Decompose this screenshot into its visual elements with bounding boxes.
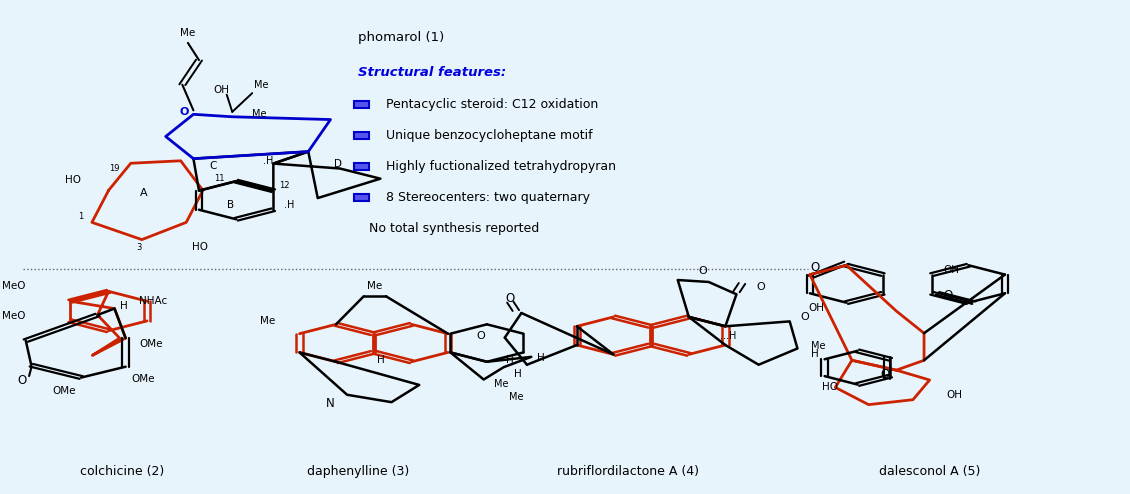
Text: OH: OH bbox=[808, 303, 824, 313]
Text: Highly fuctionalized tetrahydropyran: Highly fuctionalized tetrahydropyran bbox=[386, 160, 616, 173]
Text: 12: 12 bbox=[279, 181, 289, 190]
Text: H: H bbox=[811, 349, 818, 360]
Text: O: O bbox=[880, 368, 889, 380]
Text: MeO: MeO bbox=[2, 311, 25, 321]
Text: Me: Me bbox=[252, 109, 267, 120]
Text: B: B bbox=[227, 200, 234, 210]
Text: Me: Me bbox=[367, 282, 382, 291]
Text: O: O bbox=[801, 312, 809, 323]
Text: OH: OH bbox=[944, 265, 959, 275]
Text: H: H bbox=[537, 353, 545, 363]
Text: H: H bbox=[506, 355, 514, 365]
Text: Me: Me bbox=[494, 379, 508, 389]
Text: No total synthesis reported: No total synthesis reported bbox=[370, 222, 539, 235]
Text: .H: .H bbox=[262, 156, 273, 166]
Text: 19: 19 bbox=[110, 164, 120, 173]
Text: HO: HO bbox=[822, 382, 837, 392]
Text: H: H bbox=[514, 369, 522, 378]
Text: H: H bbox=[376, 355, 384, 365]
Text: HO: HO bbox=[192, 242, 208, 252]
Text: 3: 3 bbox=[136, 243, 141, 251]
Text: rubriflordilactone A (4): rubriflordilactone A (4) bbox=[557, 465, 698, 478]
Text: N: N bbox=[327, 397, 334, 410]
Text: O: O bbox=[756, 282, 765, 292]
Text: Structural features:: Structural features: bbox=[358, 66, 506, 79]
Text: OH: OH bbox=[214, 84, 229, 95]
Text: O: O bbox=[506, 292, 515, 305]
Text: MeO: MeO bbox=[2, 282, 25, 291]
Text: 11: 11 bbox=[215, 174, 225, 183]
Text: HO: HO bbox=[64, 175, 81, 186]
Text: Me: Me bbox=[254, 80, 269, 90]
Text: NHAc: NHAc bbox=[139, 296, 167, 306]
Text: Me: Me bbox=[508, 392, 523, 402]
Text: O: O bbox=[698, 266, 707, 276]
Text: H: H bbox=[120, 301, 128, 311]
Text: O: O bbox=[476, 331, 485, 341]
Text: Me: Me bbox=[260, 316, 275, 326]
Text: D: D bbox=[334, 159, 342, 168]
Text: O: O bbox=[811, 261, 820, 274]
Text: 8 Stereocenters: two quaternary: 8 Stereocenters: two quaternary bbox=[386, 191, 590, 204]
Text: OMe: OMe bbox=[52, 386, 76, 396]
Text: OMe: OMe bbox=[131, 374, 155, 384]
Text: .H: .H bbox=[285, 201, 295, 210]
Text: colchicine (2): colchicine (2) bbox=[80, 465, 164, 478]
Text: Me: Me bbox=[181, 28, 195, 38]
Text: 1: 1 bbox=[78, 212, 84, 221]
Bar bbox=[355, 132, 368, 139]
Text: Me: Me bbox=[811, 341, 825, 351]
Text: phomarol (1): phomarol (1) bbox=[358, 31, 444, 44]
Text: O: O bbox=[180, 107, 189, 117]
Text: ...H: ...H bbox=[721, 331, 737, 341]
Bar bbox=[355, 163, 368, 170]
Text: daphenylline (3): daphenylline (3) bbox=[307, 465, 409, 478]
Text: Unique benzocycloheptane motif: Unique benzocycloheptane motif bbox=[386, 128, 592, 142]
Text: A: A bbox=[140, 188, 148, 198]
Text: O: O bbox=[944, 289, 953, 302]
Bar bbox=[355, 101, 368, 108]
Text: OMe: OMe bbox=[139, 339, 163, 349]
Text: C: C bbox=[210, 161, 217, 171]
Text: dalesconol A (5): dalesconol A (5) bbox=[879, 465, 981, 478]
Text: O: O bbox=[18, 373, 27, 386]
Text: OH: OH bbox=[946, 390, 963, 400]
Text: Pentacyclic steroid: C12 oxidation: Pentacyclic steroid: C12 oxidation bbox=[386, 98, 598, 111]
Bar bbox=[355, 194, 368, 201]
